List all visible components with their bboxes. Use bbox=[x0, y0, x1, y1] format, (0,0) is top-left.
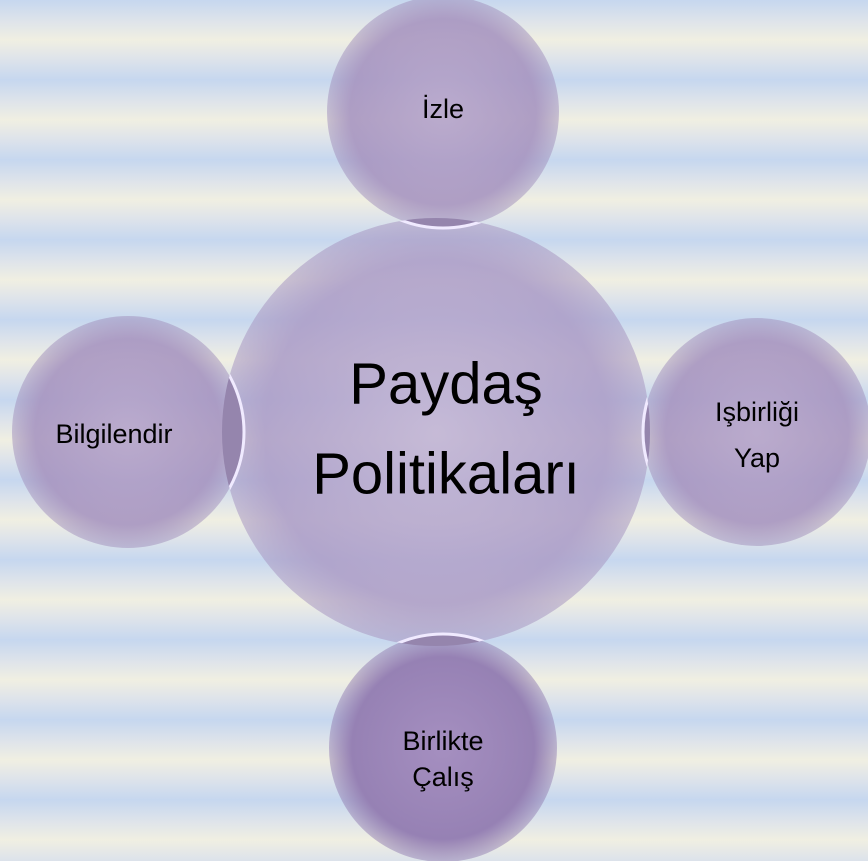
node-label: Yap bbox=[734, 443, 780, 473]
node-circle bbox=[643, 318, 868, 546]
center-label: Paydaş bbox=[349, 351, 542, 416]
center-label: Politikaları bbox=[312, 441, 580, 506]
node-label: Çalış bbox=[412, 762, 474, 792]
node-circle bbox=[329, 634, 557, 861]
node-circle bbox=[327, 0, 559, 228]
center-circle bbox=[222, 218, 650, 646]
overlap bbox=[325, 218, 561, 230]
node-label: İzle bbox=[422, 93, 464, 124]
overlap bbox=[222, 314, 246, 550]
node-label: Bilgilendir bbox=[55, 419, 172, 449]
overlap bbox=[327, 632, 559, 646]
node-label: Birlikte bbox=[402, 726, 483, 756]
node-label: Işbirliği bbox=[715, 397, 799, 427]
node-circle bbox=[12, 316, 244, 548]
overlap bbox=[641, 316, 650, 548]
